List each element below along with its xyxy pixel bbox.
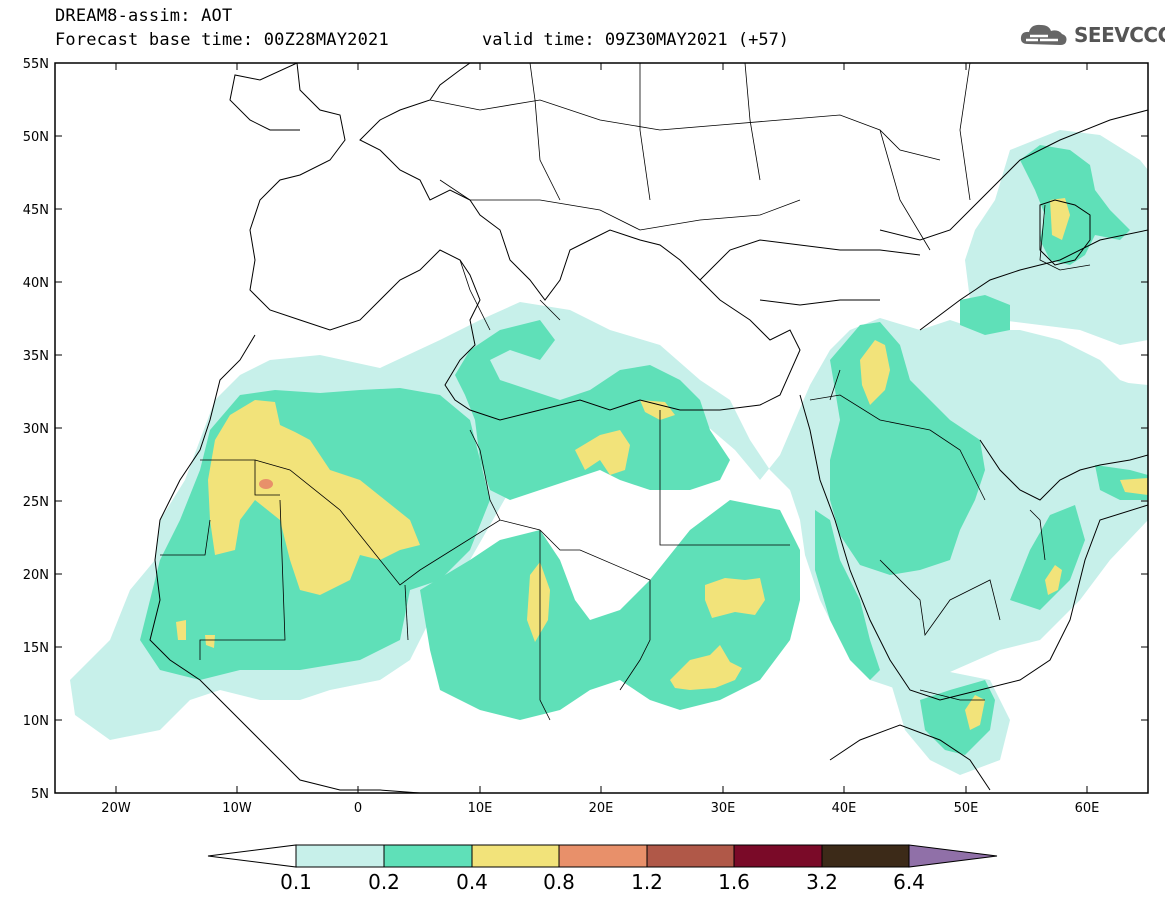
colorbar-label: 1.6 [718,870,750,894]
lat-label: 50N [23,130,49,145]
tick-marks [55,62,1148,793]
colorbar-segment [558,844,648,868]
coastlines [149,63,1148,793]
colorbar-label: 0.1 [280,870,312,894]
lon-label: 10E [468,801,493,816]
lat-label: 40N [23,276,49,291]
lon-label: 30E [711,801,736,816]
colorbar-segment [646,844,735,868]
lon-label: 20E [589,801,614,816]
colorbar-label: 0.2 [368,870,400,894]
colorbar-segment [821,844,910,868]
colorbar [207,844,998,868]
logo-text: SEEVCCC [1074,23,1165,47]
colorbar-low-arrow [207,844,297,868]
seevccc-logo: SEEVCCC [1018,22,1165,48]
lon-label: 50E [954,801,979,816]
aot-level-0-8 [259,479,273,489]
valid-time: valid time: 09Z30MAY2021 (+57) [482,30,790,50]
forecast-base-time: Forecast base time: 00Z28MAY2021 [55,30,389,50]
colorbar-segment [471,844,560,868]
colorbar-segment [383,844,473,868]
lat-label: 25N [23,495,49,510]
map-title: DREAM8-assim: AOT [55,6,233,26]
colorbar-label: 0.4 [456,870,488,894]
colorbar-label: 1.2 [631,870,663,894]
lon-label: 0 [354,801,362,816]
colorbar-label: 3.2 [806,870,838,894]
lat-label: 30N [23,422,49,437]
latitude-labels: 55N 50N 45N 40N 35N 30N 25N 20N 15N 10N … [23,57,49,802]
lat-label: 20N [23,568,49,583]
lat-label: 45N [23,203,49,218]
colorbar-segment [733,844,823,868]
lon-label: 10W [222,801,252,816]
colorbar-high-arrow [908,844,998,868]
longitude-labels: 20W 10W 0 10E 20E 30E 40E 50E 60E [101,801,1099,816]
colorbar-segment [295,844,385,868]
lat-label: 35N [23,349,49,364]
lon-label: 60E [1075,801,1100,816]
lat-label: 5N [31,787,49,802]
colorbar-label: 6.4 [893,870,925,894]
lat-label: 55N [23,57,49,72]
lat-label: 10N [23,714,49,729]
colorbar-label: 0.8 [543,870,575,894]
aot-level-0-4 [176,198,1148,730]
lat-label: 15N [23,641,49,656]
borders [160,63,1091,721]
lon-label: 20W [101,801,131,816]
lon-label: 40E [832,801,857,816]
cloud-icon [1020,24,1067,45]
